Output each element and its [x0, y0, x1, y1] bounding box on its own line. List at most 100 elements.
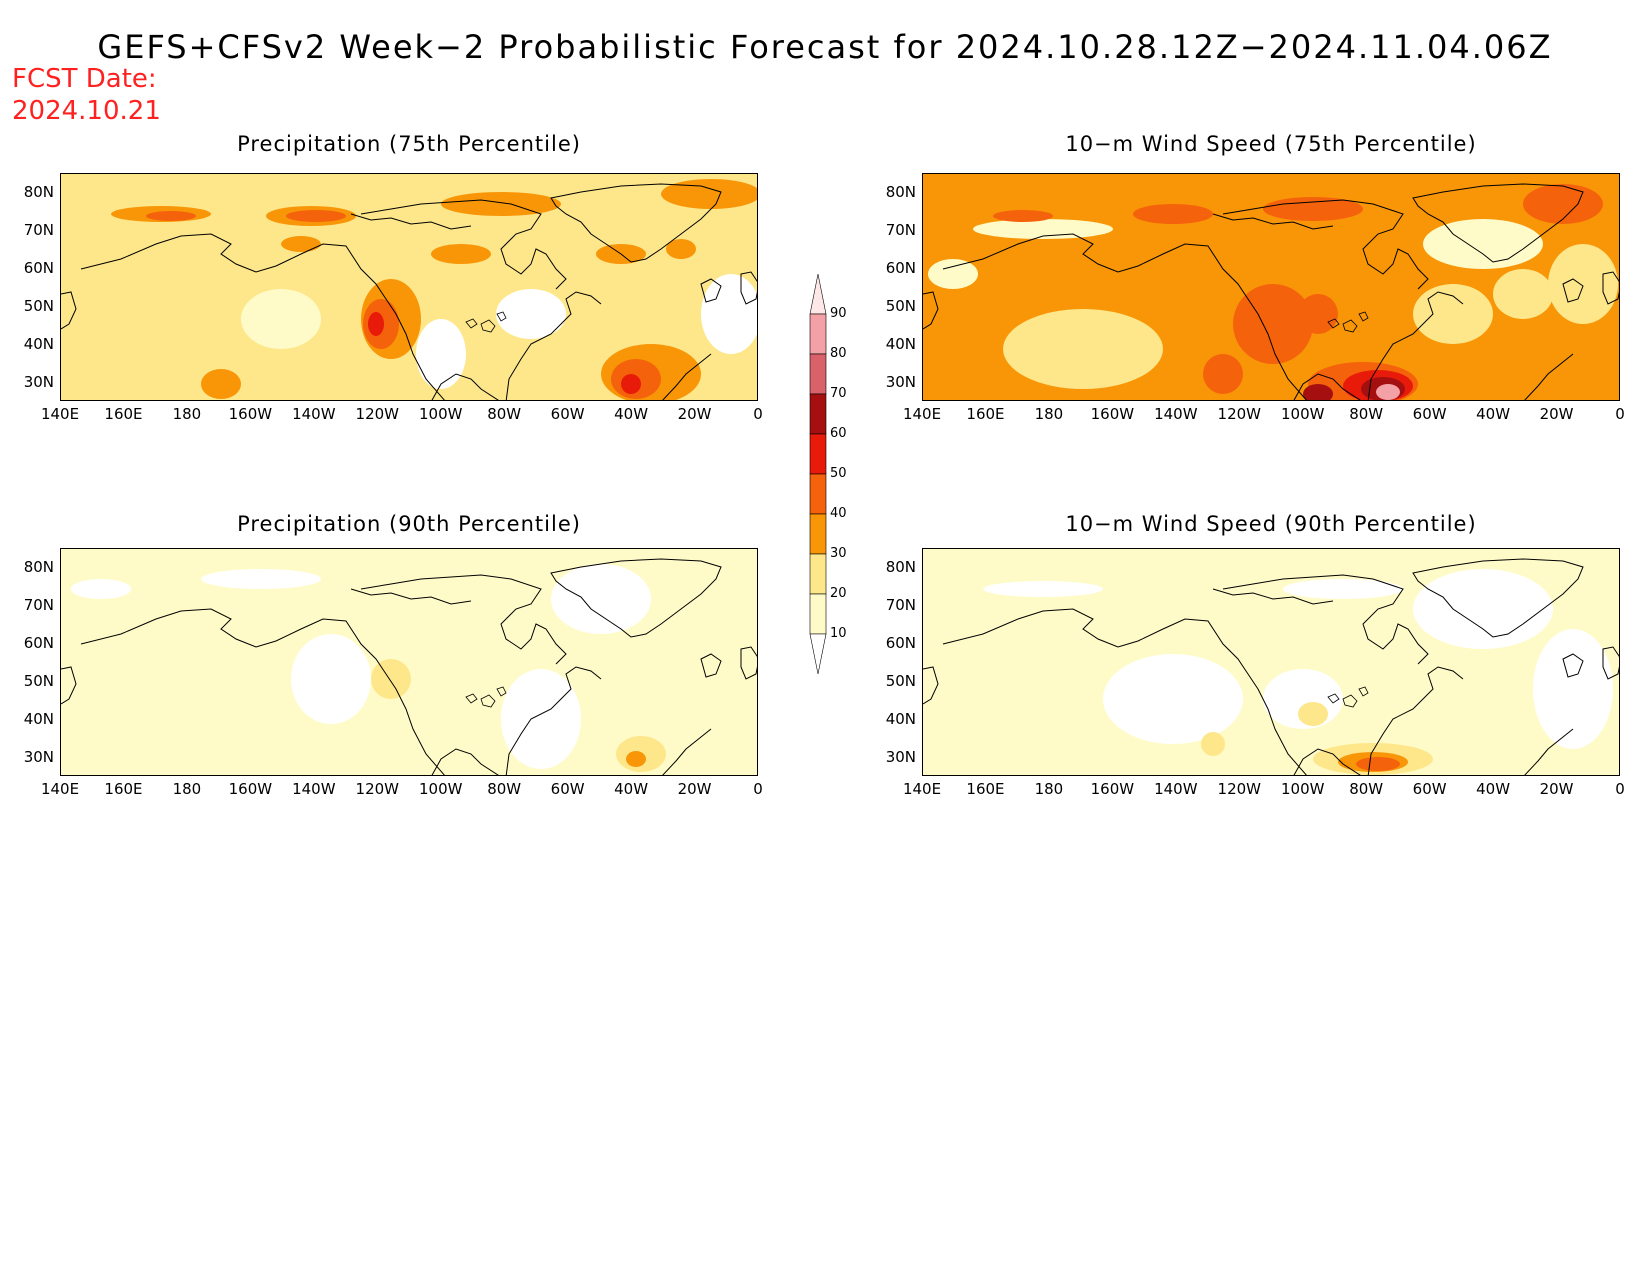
coastline	[350, 213, 472, 230]
colorbar-swatch	[809, 433, 827, 475]
coastline	[1524, 728, 1574, 775]
y-tick-label: 80N	[885, 558, 916, 576]
panel-title-wind-75: 10−m Wind Speed (75th Percentile)	[1065, 132, 1477, 156]
y-tick-label: 80N	[23, 183, 54, 201]
lake-outline	[480, 319, 496, 333]
panel-title-precip-90: Precipitation (90th Percentile)	[237, 512, 581, 536]
x-tick-label: 180	[172, 780, 202, 798]
coastline	[923, 666, 939, 705]
y-tick-label: 60N	[23, 634, 54, 652]
y-tick-label: 30N	[885, 373, 916, 391]
figure-title: GEFS+CFSv2 Week−2 Probabilistic Forecast…	[97, 28, 1553, 66]
y-tick-label: 30N	[23, 373, 54, 391]
x-tick-label: 100W	[1280, 780, 1325, 798]
coastline	[1222, 574, 1429, 665]
colorbar-label: 10	[830, 626, 847, 641]
x-tick-label: 20W	[677, 780, 712, 798]
x-tick-label: 160W	[1090, 405, 1135, 423]
x-tick-label: 140W	[1154, 780, 1198, 798]
x-tick-label: 40W	[614, 780, 649, 798]
lake-outline	[1342, 319, 1358, 333]
coastline	[740, 271, 757, 305]
coastline	[740, 646, 757, 680]
colorbar-swatch	[809, 593, 827, 635]
coastline	[61, 291, 77, 330]
coastline	[942, 233, 1307, 400]
x-tick-label: 0	[1615, 405, 1625, 423]
colorbar-swatch	[809, 353, 827, 395]
y-tick-label: 50N	[23, 672, 54, 690]
y-tick-label: 30N	[885, 748, 916, 766]
coastline	[1602, 646, 1619, 680]
x-tick-label: 0	[753, 780, 763, 798]
y-tick-label: 50N	[885, 672, 916, 690]
x-tick-label: 160E	[104, 405, 143, 423]
x-tick-label: 160W	[228, 780, 273, 798]
x-tick-label: 160E	[104, 780, 143, 798]
coastline	[550, 183, 722, 263]
colorbar-bottom-arrow	[809, 633, 827, 675]
coastline	[662, 353, 712, 400]
lake-outline	[1358, 311, 1369, 322]
x-tick-label: 120W	[1217, 780, 1261, 798]
fcst-date-value: 2024.10.21	[12, 96, 161, 126]
lake-outline	[496, 686, 507, 697]
colorbar-label: 70	[830, 386, 847, 401]
x-tick-label: 120W	[355, 780, 399, 798]
x-tick-label: 40W	[1476, 405, 1511, 423]
x-tick-label: 120W	[355, 405, 399, 423]
coastline	[942, 608, 1307, 775]
coastline	[700, 653, 722, 678]
x-tick-label: 140E	[40, 780, 80, 798]
colorbar	[809, 273, 827, 675]
coastline	[1524, 353, 1574, 400]
fcst-date-label: FCST Date:	[12, 64, 157, 94]
map-field	[61, 549, 757, 775]
lake-outline	[1342, 694, 1358, 708]
y-tick-label: 70N	[23, 596, 54, 614]
x-tick-label: 160E	[966, 780, 1005, 798]
x-tick-label: 160W	[228, 405, 273, 423]
x-tick-label: 180	[1034, 405, 1064, 423]
coastline	[1222, 199, 1429, 290]
coastline	[360, 574, 567, 665]
coastline	[80, 608, 445, 775]
lake-outline	[1327, 318, 1340, 329]
x-tick-label: 140E	[902, 780, 942, 798]
x-tick-label: 60W	[1412, 405, 1447, 423]
coastline	[505, 666, 602, 775]
map-field	[923, 174, 1619, 400]
x-tick-label: 160W	[1090, 780, 1135, 798]
colorbar-label: 20	[830, 586, 847, 601]
colorbar-swatch	[809, 393, 827, 435]
y-tick-label: 40N	[885, 335, 916, 353]
x-tick-label: 100W	[418, 405, 463, 423]
coastline	[1562, 278, 1584, 303]
x-tick-label: 20W	[677, 405, 712, 423]
y-tick-label: 50N	[23, 297, 54, 315]
panel-title-precip-75: Precipitation (75th Percentile)	[237, 132, 581, 156]
y-tick-label: 40N	[885, 710, 916, 728]
x-tick-label: 140W	[292, 405, 336, 423]
coastline	[1602, 271, 1619, 305]
coastline	[923, 291, 939, 330]
y-tick-label: 80N	[885, 183, 916, 201]
coastline	[1562, 653, 1584, 678]
coastline	[662, 728, 712, 775]
y-tick-label: 60N	[23, 259, 54, 277]
y-tick-label: 60N	[885, 634, 916, 652]
x-tick-label: 180	[172, 405, 202, 423]
coastline	[1293, 748, 1361, 775]
y-tick-label: 30N	[23, 748, 54, 766]
y-tick-label: 80N	[23, 558, 54, 576]
map-field	[61, 174, 757, 400]
x-tick-label: 180	[1034, 780, 1064, 798]
coastline	[360, 199, 567, 290]
x-tick-label: 140E	[902, 405, 942, 423]
map-precip-90	[60, 548, 758, 776]
coastline	[1212, 588, 1334, 605]
colorbar-label: 50	[830, 466, 847, 481]
x-tick-label: 100W	[1280, 405, 1325, 423]
coastline	[1212, 213, 1334, 230]
coastline	[80, 233, 445, 400]
